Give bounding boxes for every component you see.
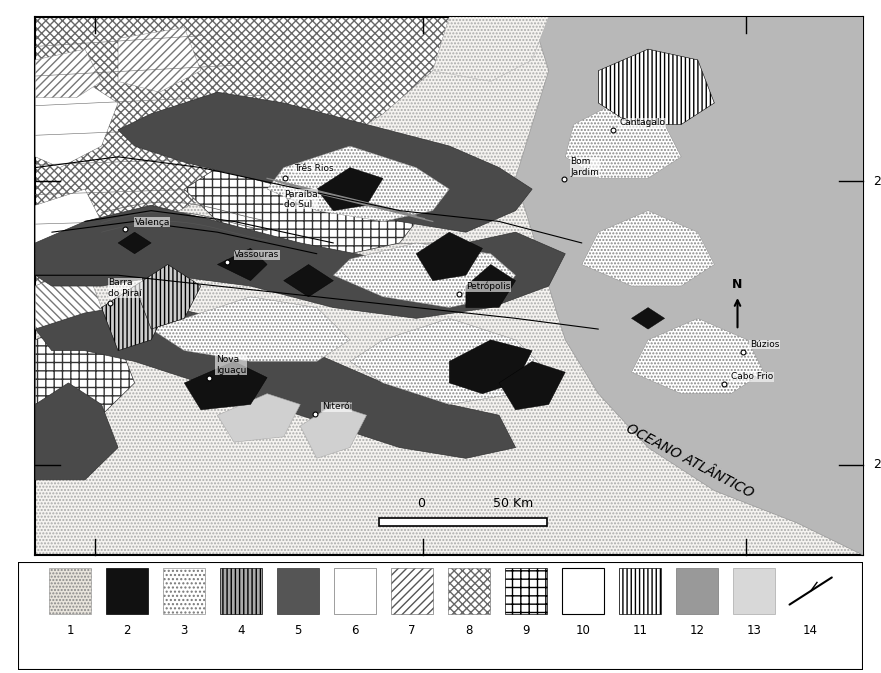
Text: 14: 14 (803, 625, 818, 637)
Bar (334, 569, 376, 614)
Polygon shape (333, 243, 515, 308)
Text: 23ºS: 23ºS (873, 458, 881, 471)
Text: Três Rios: Três Rios (293, 164, 333, 173)
Text: Valença: Valença (135, 218, 170, 227)
Text: Cabo Frio: Cabo Frio (731, 372, 774, 382)
Bar (220, 569, 263, 614)
Polygon shape (152, 297, 350, 361)
Bar (505, 569, 547, 614)
Polygon shape (515, 17, 863, 555)
Polygon shape (598, 49, 714, 125)
Bar (676, 569, 718, 614)
Text: 5: 5 (294, 625, 302, 637)
Polygon shape (35, 318, 135, 426)
Bar (618, 569, 661, 614)
Text: 9: 9 (522, 625, 529, 637)
Polygon shape (433, 17, 549, 81)
Polygon shape (499, 361, 566, 410)
Polygon shape (218, 248, 267, 281)
Polygon shape (317, 168, 383, 211)
Polygon shape (184, 361, 267, 410)
Text: OCEANO ATLÂNTICO: OCEANO ATLÂNTICO (624, 421, 756, 501)
Bar (562, 569, 604, 614)
Text: 50 Km: 50 Km (492, 497, 533, 510)
Text: Petrópolis: Petrópolis (466, 282, 510, 291)
Polygon shape (581, 211, 714, 286)
Text: Paraíba
do Sul: Paraíba do Sul (284, 190, 317, 209)
Polygon shape (300, 404, 366, 458)
Text: 10: 10 (575, 625, 590, 637)
Text: 22ºS: 22ºS (873, 174, 881, 188)
Polygon shape (35, 302, 515, 458)
Polygon shape (218, 394, 300, 442)
Text: 44ºW: 44ºW (78, 0, 112, 3)
Text: 12: 12 (689, 625, 704, 637)
Text: 11: 11 (633, 625, 648, 637)
Polygon shape (184, 146, 416, 254)
Text: 3: 3 (181, 625, 188, 637)
Text: Búzios: Búzios (750, 340, 780, 349)
Polygon shape (35, 264, 101, 340)
Polygon shape (416, 232, 483, 281)
Polygon shape (35, 17, 863, 555)
Text: Niterói: Niterói (322, 402, 352, 411)
Polygon shape (118, 92, 532, 232)
Bar (49, 569, 92, 614)
Text: Nova
Iguaçu: Nova Iguaçu (216, 355, 246, 375)
Text: 7: 7 (408, 625, 416, 637)
Polygon shape (632, 318, 764, 394)
Polygon shape (35, 189, 101, 254)
Polygon shape (267, 146, 449, 221)
Text: 1: 1 (67, 625, 74, 637)
Polygon shape (632, 308, 664, 329)
Bar (733, 569, 775, 614)
Bar (448, 569, 490, 614)
Polygon shape (35, 81, 118, 168)
Polygon shape (566, 103, 681, 178)
Polygon shape (118, 28, 201, 92)
Polygon shape (35, 49, 101, 98)
Bar (163, 569, 205, 614)
Text: 43ºW: 43ºW (406, 0, 440, 3)
Text: 0: 0 (418, 497, 426, 510)
Text: 13: 13 (746, 625, 761, 637)
Text: 4: 4 (238, 625, 245, 637)
Bar (277, 569, 319, 614)
Text: 6: 6 (352, 625, 359, 637)
Text: Barra
do Piraí: Barra do Piraí (108, 279, 142, 298)
Text: 2: 2 (123, 625, 131, 637)
Polygon shape (449, 340, 532, 394)
Bar (106, 569, 148, 614)
Text: Cantagalo: Cantagalo (620, 118, 666, 127)
Polygon shape (35, 205, 566, 318)
Polygon shape (35, 383, 118, 480)
Text: N: N (732, 279, 743, 291)
Text: 42ºW: 42ºW (729, 0, 763, 3)
Bar (379, 518, 547, 526)
Polygon shape (466, 264, 515, 308)
Polygon shape (118, 232, 152, 254)
Polygon shape (284, 264, 333, 297)
Polygon shape (135, 264, 201, 329)
Text: Vassouras: Vassouras (234, 250, 279, 259)
Polygon shape (350, 318, 549, 404)
Text: Bom
Jardim: Bom Jardim (570, 157, 599, 177)
Polygon shape (101, 286, 167, 351)
Text: 8: 8 (465, 625, 473, 637)
Bar (391, 569, 433, 614)
Polygon shape (35, 17, 449, 286)
